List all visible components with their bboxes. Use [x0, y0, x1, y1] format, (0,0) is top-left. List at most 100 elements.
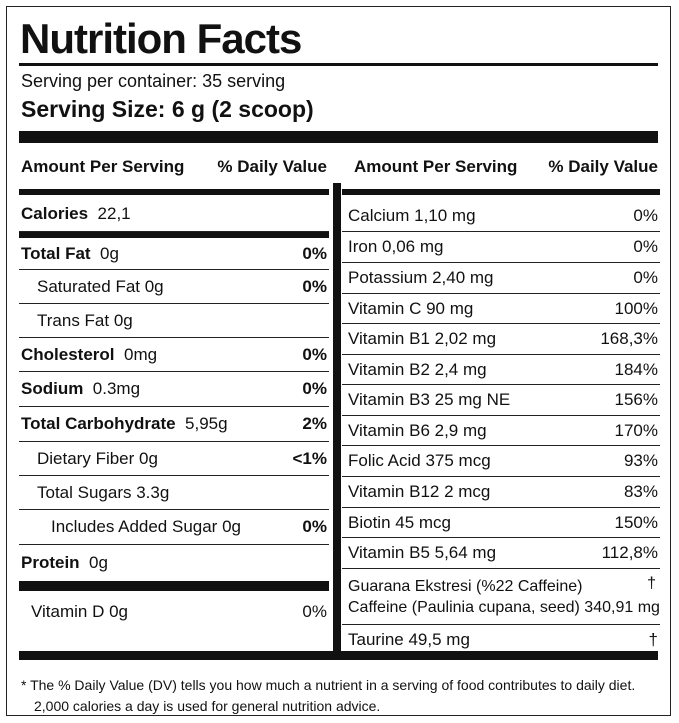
left-header-rule [19, 189, 329, 195]
cholesterol-label: Cholesterol [21, 344, 115, 364]
vitamin-b1-text: Vitamin B1 2,02 mg [348, 329, 497, 348]
taurine-text: Taurine 49,5 mg [348, 629, 470, 649]
guarana-row: Guarana Ekstresi (%22 Caffeine) Caffeine… [342, 569, 660, 625]
title-rule [19, 63, 658, 66]
vitamin-b2-dv: 184% [614, 359, 658, 379]
vitamin-b6-text: Vitamin B6 2,9 mg [348, 420, 487, 440]
label-title: Nutrition Facts [20, 15, 302, 62]
folic-acid-dv: 93% [623, 451, 658, 470]
taurine-row: Taurine 49,5 mg † [342, 625, 660, 654]
vitamin-b12-row: Vitamin B12 2 mcg 83% [342, 477, 660, 508]
vitamin-c-dv: 100% [614, 298, 658, 318]
vitamin-d-dv: 0% [302, 602, 327, 621]
vitamin-d-row: Vitamin D 0g 0% [19, 591, 329, 633]
column-divider [333, 183, 341, 651]
right-header-rule [342, 189, 660, 195]
total-sugars-row: Total Sugars 3.3g [19, 476, 329, 510]
potassium-dv: 0% [633, 268, 658, 287]
added-sugar-text: Includes Added Sugar 0g [51, 517, 241, 536]
biotin-dv: 150% [614, 512, 658, 532]
trans-fat-text: Trans Fat 0g [37, 310, 133, 330]
vitamin-b2-row: Vitamin B2 2,4 mg 184% [342, 355, 660, 385]
trans-fat-row: Trans Fat 0g [19, 304, 329, 338]
left-rows: Calories 22,1 Total Fat 0g 0% Saturated … [19, 197, 329, 633]
taurine-dagger: † [648, 629, 658, 649]
cholesterol-amount: 0mg [123, 344, 158, 364]
iron-dv: 0% [633, 237, 658, 256]
sodium-dv: 0% [302, 379, 327, 398]
calories-rule [19, 232, 329, 238]
vitamin-b5-text: Vitamin B5 5,64 mg [348, 543, 497, 562]
servings-per-container: Serving per container: 35 serving [21, 71, 286, 91]
guarana-text: Guarana Ekstresi (%22 Caffeine) Caffeine… [348, 576, 660, 618]
serving-size: Serving Size: 6 g (2 scoop) [21, 96, 314, 122]
dietary-fiber-dv: <1% [292, 448, 328, 468]
vitamin-b1-row: Vitamin B1 2,02 mg 168,3% [342, 324, 660, 355]
vitamin-b3-row: Vitamin B3 25 mg NE 156% [342, 385, 660, 416]
saturated-fat-dv: 0% [302, 276, 327, 296]
saturated-fat-text: Saturated Fat 0g [37, 276, 164, 296]
cholesterol-row: Cholesterol 0mg 0% [19, 338, 329, 372]
vitamin-b5-row: Vitamin B5 5,64 mg 112,8% [342, 538, 660, 569]
sodium-row: Sodium 0.3mg 0% [19, 372, 329, 407]
sodium-amount: 0.3mg [92, 379, 141, 398]
added-sugar-row: Includes Added Sugar 0g 0% [19, 510, 329, 545]
folic-acid-text: Folic Acid 375 mcg [348, 451, 491, 470]
total-fat-row: Total Fat 0g 0% [19, 238, 329, 270]
dietary-fiber-row: Dietary Fiber 0g <1% [19, 442, 329, 476]
left-column-header: Amount Per Serving % Daily Value [19, 145, 329, 183]
amount-per-serving-heading-right: Amount Per Serving [354, 157, 518, 176]
daily-value-heading: % Daily Value [217, 157, 327, 176]
biotin-row: Biotin 45 mcg 150% [342, 508, 660, 538]
guarana-line2: Caffeine (Paulinia cupana, seed) 340,91 … [348, 599, 660, 616]
right-rows: Calcium 1,10 mg 0% Iron 0,06 mg 0% Potas… [342, 201, 660, 654]
total-carbohydrate-row: Total Carbohydrate 5,95g 2% [19, 407, 329, 442]
vitamin-b12-text: Vitamin B12 2 mcg [348, 482, 491, 501]
right-column: Amount Per Serving % Daily Value Calcium… [342, 145, 660, 663]
potassium-text: Potassium 2,40 mg [348, 268, 494, 287]
folic-acid-row: Folic Acid 375 mcg 93% [342, 446, 660, 477]
calories-value: 22,1 [97, 204, 131, 223]
vitamin-c-row: Vitamin C 90 mg 100% [342, 294, 660, 324]
calcium-dv: 0% [633, 206, 658, 225]
footnote-line-2: 2,000 calories a day is used for general… [34, 698, 381, 714]
vitamin-b6-row: Vitamin B6 2,9 mg 170% [342, 416, 660, 446]
protein-row: Protein 0g [19, 545, 329, 581]
saturated-fat-row: Saturated Fat 0g 0% [19, 270, 329, 304]
vitamin-b12-dv: 83% [623, 482, 658, 501]
sodium-label: Sodium [21, 379, 84, 398]
total-carbohydrate-amount: 5,95g [185, 414, 228, 433]
calories-label: Calories [21, 204, 89, 223]
vitamin-b3-dv: 156% [614, 390, 658, 409]
guarana-dagger: † [647, 575, 656, 592]
total-carbohydrate-label: Total Carbohydrate [21, 414, 176, 433]
bottom-rule [19, 651, 658, 660]
calcium-row: Calcium 1,10 mg 0% [342, 201, 660, 232]
vitamin-b1-dv: 168,3% [600, 329, 658, 348]
vitamin-d-text: Vitamin D 0g [31, 602, 129, 621]
calories-row: Calories 22,1 [19, 197, 329, 232]
cholesterol-dv: 0% [302, 344, 327, 364]
dietary-fiber-text: Dietary Fiber 0g [37, 448, 158, 468]
potassium-row: Potassium 2,40 mg 0% [342, 263, 660, 294]
vitamin-b5-dv: 112,8% [601, 543, 658, 562]
footnote-line-1: * The % Daily Value (DV) tells you how m… [21, 677, 636, 693]
footnote: * The % Daily Value (DV) tells you how m… [21, 675, 635, 717]
vitamin-b6-dv: 170% [614, 420, 658, 440]
total-fat-dv: 0% [302, 243, 327, 263]
right-column-header: Amount Per Serving % Daily Value [342, 145, 660, 183]
vitamin-c-text: Vitamin C 90 mg [348, 298, 474, 318]
daily-value-heading-right: % Daily Value [548, 157, 658, 176]
iron-text: Iron 0,06 mg [348, 237, 444, 256]
total-sugars-text: Total Sugars 3.3g [37, 482, 170, 502]
total-carbohydrate-dv: 2% [302, 414, 327, 433]
vitamin-b3-text: Vitamin B3 25 mg NE [348, 390, 511, 409]
vitamin-b2-text: Vitamin B2 2,4 mg [348, 359, 487, 379]
nutrition-label: Nutrition Facts Serving per container: 3… [6, 6, 671, 716]
amount-per-serving-heading: Amount Per Serving [21, 157, 185, 176]
guarana-line1: Guarana Ekstresi (%22 Caffeine) [348, 578, 583, 595]
thick-rule [19, 131, 658, 143]
calcium-text: Calcium 1,10 mg [348, 206, 476, 225]
protein-label: Protein [21, 553, 80, 572]
protein-rule [19, 581, 329, 591]
